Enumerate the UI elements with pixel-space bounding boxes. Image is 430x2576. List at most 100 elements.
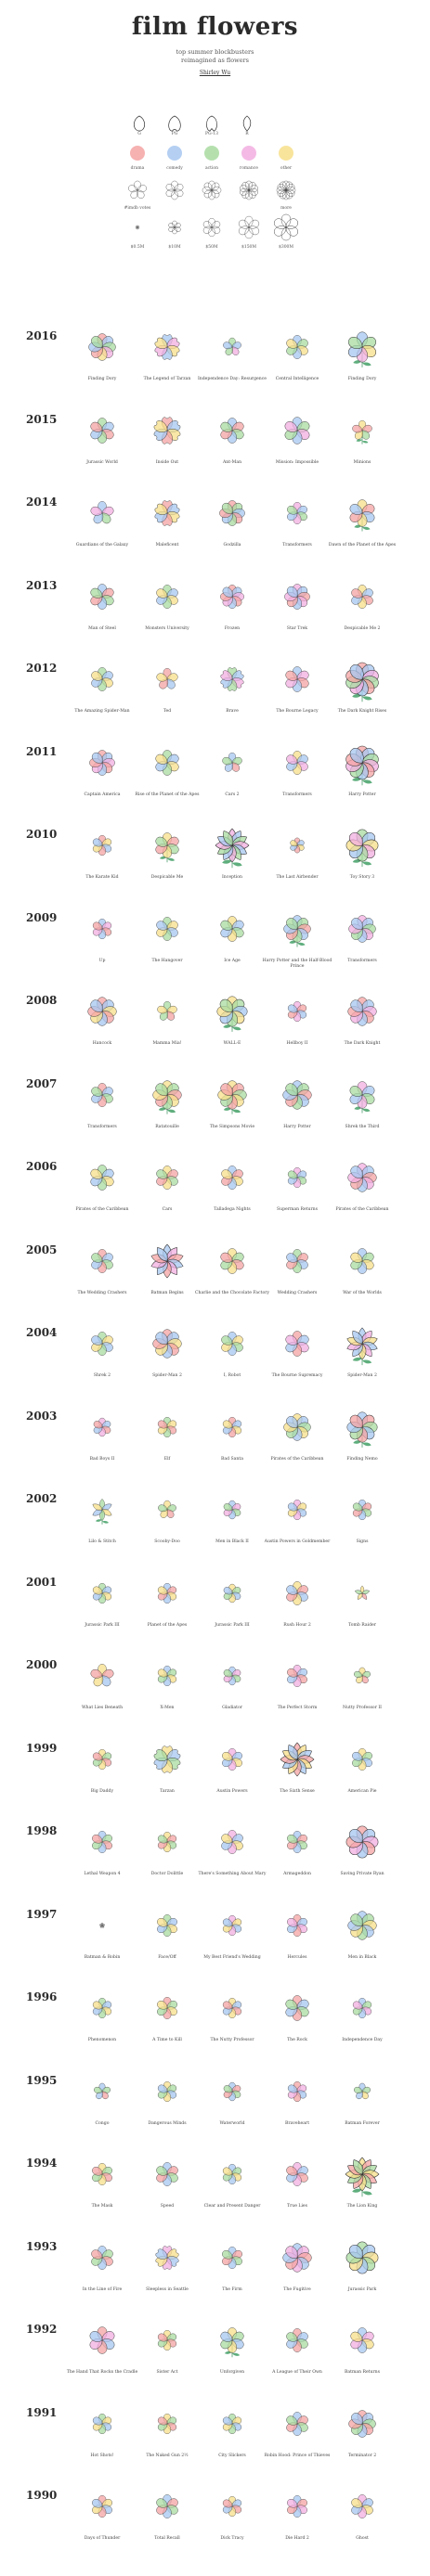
film-cell[interactable]: Independence Day: Resurgence	[195, 329, 269, 417]
film-cell[interactable]: War of the Worlds	[325, 1243, 399, 1331]
film-flower[interactable]	[155, 2245, 180, 2270]
film-cell[interactable]: The Dark Knight Rises	[325, 662, 399, 749]
film-cell[interactable]: The Firm	[195, 2240, 269, 2327]
film-flower[interactable]	[352, 419, 373, 444]
film-cell[interactable]: Bad Boys II	[65, 1410, 139, 1497]
film-flower[interactable]	[222, 752, 243, 773]
film-cell[interactable]: Hancock	[65, 994, 139, 1081]
film-flower[interactable]	[92, 918, 113, 939]
film-cell[interactable]: The Fugitive	[260, 2240, 334, 2327]
film-cell[interactable]: The Simpsons Movie	[195, 1077, 269, 1165]
film-cell[interactable]: Die Hard 2	[260, 2489, 334, 2576]
film-flower[interactable]	[99, 1922, 105, 1928]
film-flower[interactable]	[90, 1248, 114, 1273]
film-cell[interactable]: The Perfect Storm	[260, 1658, 334, 1745]
film-cell[interactable]: Braveheart	[260, 2074, 334, 2161]
film-cell[interactable]: The Legend of Tarzan	[130, 329, 204, 417]
film-cell[interactable]: Armageddon	[260, 1824, 334, 1912]
film-flower[interactable]	[90, 1332, 114, 1356]
film-cell[interactable]: Robin Hood: Prince of Thieves	[260, 2406, 334, 2493]
legend-size-flower[interactable]	[135, 225, 140, 230]
film-flower[interactable]	[91, 1499, 112, 1525]
film-flower[interactable]	[93, 1417, 112, 1436]
film-flower[interactable]	[221, 2246, 243, 2269]
film-cell[interactable]: Inside Out	[130, 413, 204, 500]
film-flower[interactable]	[222, 1914, 243, 1936]
film-flower[interactable]	[353, 2082, 371, 2100]
film-cell[interactable]: Independence Day	[325, 1990, 399, 2078]
film-flower[interactable]	[155, 1166, 179, 1190]
film-cell[interactable]: The Rock	[260, 1990, 334, 2078]
film-flower[interactable]	[287, 1167, 308, 1188]
film-cell[interactable]: Sleepless in Seattle	[130, 2240, 204, 2327]
film-flower[interactable]	[286, 502, 308, 524]
film-cell[interactable]: Days of Thunder	[65, 2489, 139, 2576]
film-cell[interactable]: Transformers	[260, 496, 334, 583]
film-flower[interactable]	[153, 1745, 182, 1773]
film-cell[interactable]: Harry Potter and the Half-Blood Prince	[260, 911, 334, 998]
film-cell[interactable]: Frozen	[195, 579, 269, 666]
film-flower[interactable]	[348, 499, 376, 532]
film-flower[interactable]	[90, 1082, 114, 1107]
film-cell[interactable]: Man of Steel	[65, 579, 139, 666]
film-flower[interactable]	[89, 1165, 115, 1191]
film-cell[interactable]: Bad Santa	[195, 1410, 269, 1497]
film-cell[interactable]: Shrek the Third	[325, 1077, 399, 1165]
film-flower[interactable]	[345, 1825, 379, 1859]
film-cell[interactable]: Toy Story 3	[325, 828, 399, 915]
film-flower[interactable]	[348, 2409, 376, 2438]
credit-link[interactable]: Shirley Wu	[199, 70, 231, 76]
film-cell[interactable]: Finding Dory	[325, 329, 399, 417]
film-flower[interactable]	[219, 2327, 245, 2358]
film-cell[interactable]: Guardians of the Galaxy	[65, 496, 139, 583]
film-cell[interactable]: Charlie and the Chocolate Factory	[195, 1243, 269, 1331]
film-flower[interactable]	[286, 2495, 308, 2518]
film-flower[interactable]	[222, 337, 241, 356]
film-flower[interactable]	[223, 1583, 242, 1603]
film-flower[interactable]	[154, 334, 181, 360]
film-cell[interactable]: Ant-Man	[195, 413, 269, 500]
film-flower[interactable]	[91, 2163, 113, 2185]
film-flower[interactable]	[282, 2242, 312, 2273]
film-cell[interactable]: Batman Forever	[325, 2074, 399, 2161]
film-flower[interactable]	[157, 1666, 178, 1686]
film-cell[interactable]: Jurassic Park III	[65, 1576, 139, 1663]
film-flower[interactable]	[219, 915, 245, 942]
film-cell[interactable]: Lilo & Stitch	[65, 1492, 139, 1579]
film-flower[interactable]	[347, 997, 377, 1026]
film-flower[interactable]	[222, 1416, 243, 1437]
film-flower[interactable]	[345, 1327, 378, 1366]
legend-petal-count-flower[interactable]	[276, 180, 296, 200]
film-cell[interactable]: Hellboy II	[260, 994, 334, 1081]
film-flower[interactable]	[155, 916, 179, 941]
film-flower[interactable]	[345, 2241, 379, 2273]
film-flower[interactable]	[89, 749, 115, 776]
film-cell[interactable]: Ratatouille	[130, 1077, 204, 1165]
film-flower[interactable]	[154, 832, 180, 863]
film-flower[interactable]	[346, 1411, 378, 1448]
film-flower[interactable]	[88, 2326, 116, 2354]
film-cell[interactable]: Batman Returns	[325, 2323, 399, 2410]
film-cell[interactable]: A Time to Kill	[130, 1990, 204, 2078]
film-flower[interactable]	[91, 2495, 113, 2518]
film-cell[interactable]: Scooby-Doo	[130, 1492, 204, 1579]
film-cell[interactable]: Lethal Weapon 4	[65, 1824, 139, 1912]
film-cell[interactable]: A League of Their Own	[260, 2323, 334, 2410]
film-cell[interactable]: Rise of the Planet of the Apes	[130, 745, 204, 832]
film-flower[interactable]	[150, 1243, 185, 1278]
film-cell[interactable]: Maleficent	[130, 496, 204, 583]
film-cell[interactable]: Batman & Robin	[65, 1908, 139, 1995]
film-cell[interactable]: WALL-E	[195, 994, 269, 1081]
film-cell[interactable]: Monsters University	[130, 579, 204, 666]
legend-petal-count-flower[interactable]	[239, 180, 258, 200]
film-cell[interactable]: The Wedding Crashers	[65, 1243, 139, 1331]
film-flower[interactable]	[154, 749, 180, 776]
film-cell[interactable]: Pirates of the Caribbean	[325, 1160, 399, 1247]
film-flower[interactable]	[345, 2157, 380, 2197]
film-flower[interactable]	[92, 1748, 113, 1770]
film-cell[interactable]: The Nutty Professor	[195, 1990, 269, 2078]
film-flower[interactable]	[286, 1831, 308, 1853]
film-cell[interactable]: Saving Private Ryan	[325, 1824, 399, 1912]
film-cell[interactable]: The Karate Kid	[65, 828, 139, 915]
film-flower[interactable]	[221, 1747, 243, 1771]
